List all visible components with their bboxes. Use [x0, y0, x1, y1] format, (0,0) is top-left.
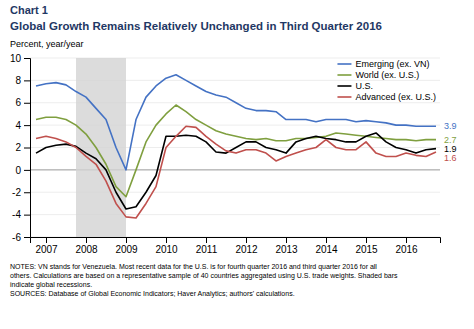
x-tick-mark	[86, 237, 87, 243]
y-tick: 10	[10, 53, 30, 64]
y-tick: -6	[12, 232, 30, 243]
y-tick-mark	[24, 215, 30, 216]
x-tick: 2010	[155, 237, 178, 255]
y-tick-mark	[24, 148, 30, 149]
y-axis: -6 -4 -2 0 2 4 6 8 10	[10, 53, 31, 243]
y-tick-mark	[24, 58, 30, 59]
legend: Emerging (ex. VN)World (ex. U.S.)U.S.Adv…	[337, 59, 436, 102]
x-tick-label: 2011	[196, 244, 218, 255]
x-tick: 2013	[275, 237, 298, 255]
x-axis: 2007 2008 2009 2010 2011 2012 2013 2014 2015 2016	[31, 237, 441, 255]
x-axis-line	[31, 238, 441, 244]
x-tick: 2008	[75, 237, 98, 255]
y-tick-mark	[24, 192, 30, 193]
x-tick: 2009	[115, 237, 138, 255]
series-line	[36, 126, 436, 218]
x-tick: 2012	[235, 237, 258, 255]
subtitle: Global Growth Remains Relatively Unchang…	[10, 20, 382, 32]
x-tick-label: 2015	[355, 244, 378, 255]
legend-swatch	[337, 85, 351, 87]
x-tick-label: 2009	[115, 244, 138, 255]
y-axis-line	[24, 59, 31, 238]
y-tick: 2	[15, 142, 30, 153]
x-tick-label: 2007	[35, 244, 58, 255]
title: Chart 1	[10, 4, 48, 16]
grid	[30, 58, 440, 237]
x-tick-mark	[126, 237, 127, 243]
x-tick: 2014	[315, 237, 338, 255]
note: indicate global recessions.	[10, 281, 92, 289]
y-tick-mark	[24, 237, 30, 238]
legend-label: U.S.	[355, 81, 373, 91]
x-tick-mark	[166, 237, 167, 243]
chart: Chart 1 Global Growth Remains Relatively …	[0, 0, 474, 329]
plot-area: -6 -4 -2 0 2 4 6 8 10 2007 2008 2009 2010 2011 2012 201…	[10, 53, 457, 255]
y-tick-label: -4	[12, 209, 21, 220]
end-labels: 3.92.71.91.6	[444, 121, 457, 162]
y-tick-label: -2	[12, 187, 21, 198]
y-axis-label: Percent, year/year	[10, 39, 84, 49]
note: NOTES: VN stands for Venezuela. Most rec…	[10, 263, 377, 271]
y-tick-mark	[24, 125, 30, 126]
legend-item: U.S.	[337, 81, 373, 91]
y-tick-mark	[24, 170, 30, 171]
x-tick-label: 2008	[75, 244, 98, 255]
x-tick-label: 2016	[395, 244, 418, 255]
x-tick-label: 2014	[315, 244, 338, 255]
x-tick: 2011	[196, 237, 218, 255]
legend-swatch	[337, 96, 351, 98]
y-tick-label: -6	[12, 232, 21, 243]
series-line	[36, 75, 436, 170]
legend-swatch	[337, 63, 351, 65]
y-tick-mark	[24, 103, 30, 104]
x-tick-mark	[246, 237, 247, 243]
end-label: 1.6	[444, 153, 457, 163]
x-tick-mark	[46, 237, 47, 243]
y-tick: 0	[15, 165, 30, 176]
x-tick-mark	[366, 237, 367, 243]
x-tick: 2016	[395, 237, 418, 255]
note: others. Calculations are based on a repr…	[10, 272, 398, 280]
y-tick: -2	[12, 187, 30, 198]
legend-label: World (ex. U.S.)	[355, 70, 419, 80]
y-tick: -4	[12, 209, 30, 220]
y-tick-label: 8	[15, 75, 21, 86]
y-tick: 8	[15, 75, 30, 86]
y-tick-label: 2	[15, 142, 21, 153]
note: SOURCES: Database of Global Economic Ind…	[10, 290, 295, 298]
legend-label: Advanced (ex. U.S.)	[355, 92, 436, 102]
x-tick-label: 2010	[155, 244, 178, 255]
legend-item: Advanced (ex. U.S.)	[337, 92, 436, 102]
x-tick-mark	[406, 237, 407, 243]
x-tick-mark	[206, 237, 207, 243]
legend-swatch	[337, 74, 351, 76]
legend-item: World (ex. U.S.)	[337, 70, 419, 80]
y-tick: 4	[15, 120, 30, 131]
y-tick-label: 0	[15, 165, 21, 176]
x-tick-label: 2012	[235, 244, 258, 255]
x-tick-mark	[286, 237, 287, 243]
legend-label: Emerging (ex. VN)	[355, 59, 429, 69]
y-tick-label: 6	[15, 97, 21, 108]
y-tick-label: 10	[10, 53, 22, 64]
x-tick: 2007	[35, 237, 58, 255]
data	[36, 58, 436, 237]
y-tick-label: 4	[15, 120, 21, 131]
y-tick-mark	[24, 80, 30, 81]
series-line	[36, 133, 436, 209]
x-tick-mark	[326, 237, 327, 243]
x-tick-label: 2013	[275, 244, 298, 255]
x-tick: 2015	[355, 237, 378, 255]
series-line	[36, 105, 436, 197]
shaded-band	[76, 58, 126, 237]
legend-item: Emerging (ex. VN)	[337, 59, 429, 69]
end-label: 3.9	[444, 121, 457, 131]
y-tick: 6	[15, 97, 30, 108]
